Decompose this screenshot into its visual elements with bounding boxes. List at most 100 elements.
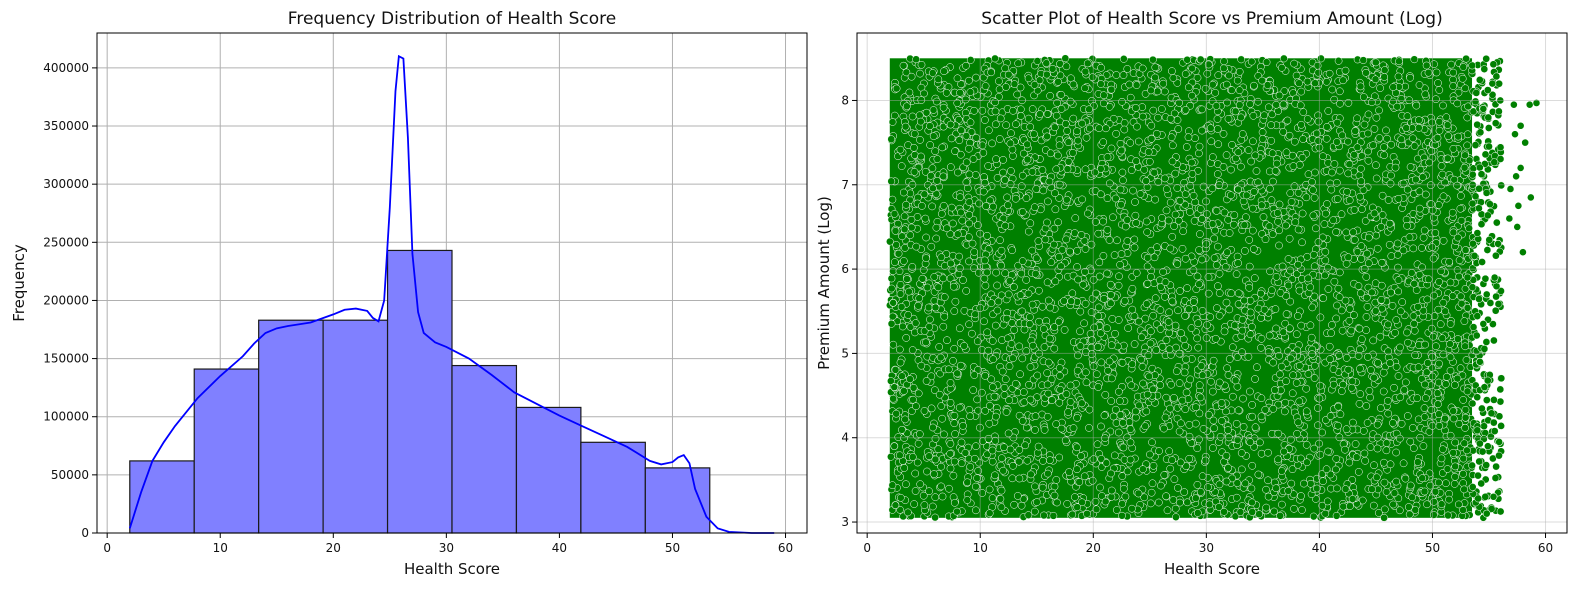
scatter-point	[1164, 216, 1173, 225]
scatter-point	[1213, 170, 1222, 178]
scatter-point	[1143, 228, 1152, 236]
scatter-point	[923, 283, 932, 292]
scatter-point	[931, 455, 940, 464]
scatter-point	[939, 322, 948, 331]
scatter-point	[1250, 188, 1258, 196]
scatter-point	[1406, 481, 1415, 490]
scatter-point	[1257, 201, 1266, 210]
scatter-point	[1041, 235, 1050, 244]
scatter-point	[1209, 444, 1217, 452]
scatter-point	[1377, 281, 1386, 290]
scatter-point	[1409, 424, 1417, 432]
scatter-point	[1007, 340, 1016, 348]
scatter-point	[1396, 393, 1405, 402]
scatter-point	[965, 198, 974, 206]
scatter-point	[1347, 326, 1356, 335]
scatter-point	[1376, 404, 1385, 412]
histogram-y-tick-label: 350000	[43, 119, 89, 133]
scatter-point	[965, 406, 974, 414]
scatter-point	[1257, 394, 1266, 403]
scatter-point	[1454, 500, 1463, 509]
scatter-point	[948, 266, 957, 274]
scatter-point	[1292, 379, 1301, 387]
scatter-point	[946, 230, 955, 238]
scatter-point	[1162, 492, 1170, 501]
scatter-point	[1166, 114, 1175, 123]
scatter-point	[1095, 258, 1104, 267]
scatter-point	[1416, 165, 1425, 174]
scatter-point	[1046, 149, 1055, 158]
scatter-point	[904, 311, 913, 319]
scatter-point	[1354, 282, 1363, 290]
scatter-point	[1251, 423, 1260, 432]
scatter-point	[1145, 157, 1154, 166]
scatter-point	[1015, 474, 1024, 483]
scatter-point	[1465, 224, 1473, 233]
scatter-point	[1295, 161, 1304, 169]
scatter-point	[1356, 390, 1365, 398]
scatter-point	[931, 513, 939, 522]
scatter-point	[1102, 459, 1111, 467]
scatter-point	[1168, 297, 1177, 306]
scatter-point	[1163, 506, 1172, 515]
scatter-point	[1176, 458, 1185, 467]
scatter-point	[1465, 156, 1474, 165]
scatter-point	[929, 132, 938, 141]
scatter-point	[1332, 228, 1340, 236]
scatter-point	[967, 128, 976, 136]
scatter-point	[1184, 83, 1193, 92]
scatter-point	[1382, 439, 1391, 447]
scatter-point	[915, 294, 924, 303]
scatter-point	[1296, 101, 1305, 110]
scatter-point	[1246, 100, 1254, 108]
scatter-point	[1215, 289, 1224, 297]
scatter-point	[1284, 255, 1293, 263]
scatter-point	[1002, 314, 1011, 323]
scatter-point	[1269, 177, 1277, 186]
scatter-point	[1028, 246, 1037, 255]
scatter-point	[1339, 380, 1347, 389]
scatter-point	[938, 414, 946, 423]
scatter-point	[1007, 167, 1015, 175]
scatter-point	[1005, 277, 1014, 285]
scatter-point	[1039, 457, 1047, 465]
scatter-x-tick-label: 20	[1086, 541, 1101, 555]
histogram-x-tick-label: 40	[552, 541, 567, 555]
scatter-point	[983, 328, 992, 337]
scatter-point	[1181, 106, 1190, 114]
scatter-point	[889, 394, 898, 403]
scatter-point	[1274, 455, 1283, 464]
scatter-point	[1224, 215, 1233, 224]
scatter-point	[1014, 59, 1023, 68]
scatter-point	[998, 367, 1007, 376]
scatter-point	[951, 297, 960, 306]
scatter-point	[1355, 345, 1364, 354]
scatter-point	[1035, 286, 1043, 295]
scatter-point	[1475, 457, 1484, 466]
scatter-point	[1378, 258, 1386, 267]
scatter-point	[1446, 278, 1455, 287]
scatter-point	[1262, 58, 1271, 67]
scatter-point	[1187, 324, 1196, 332]
scatter-point	[1302, 384, 1311, 393]
scatter-point	[1065, 468, 1073, 476]
scatter-point	[905, 88, 914, 97]
scatter-point	[957, 208, 965, 217]
scatter-point	[929, 423, 937, 432]
scatter-point	[920, 407, 929, 415]
scatter-point	[956, 193, 964, 202]
scatter-point	[1359, 93, 1368, 101]
scatter-point	[1496, 385, 1505, 394]
scatter-point	[1444, 511, 1452, 520]
scatter-point	[1496, 507, 1505, 516]
scatter-point	[1237, 55, 1246, 64]
scatter-point	[953, 369, 962, 378]
scatter-point	[1314, 137, 1323, 145]
scatter-point	[1230, 211, 1239, 219]
scatter-point	[1237, 162, 1245, 171]
scatter-point	[1002, 83, 1010, 91]
scatter-point	[1473, 120, 1482, 129]
scatter-point	[1281, 398, 1290, 407]
scatter-point	[951, 147, 959, 156]
scatter-point	[1295, 397, 1304, 406]
